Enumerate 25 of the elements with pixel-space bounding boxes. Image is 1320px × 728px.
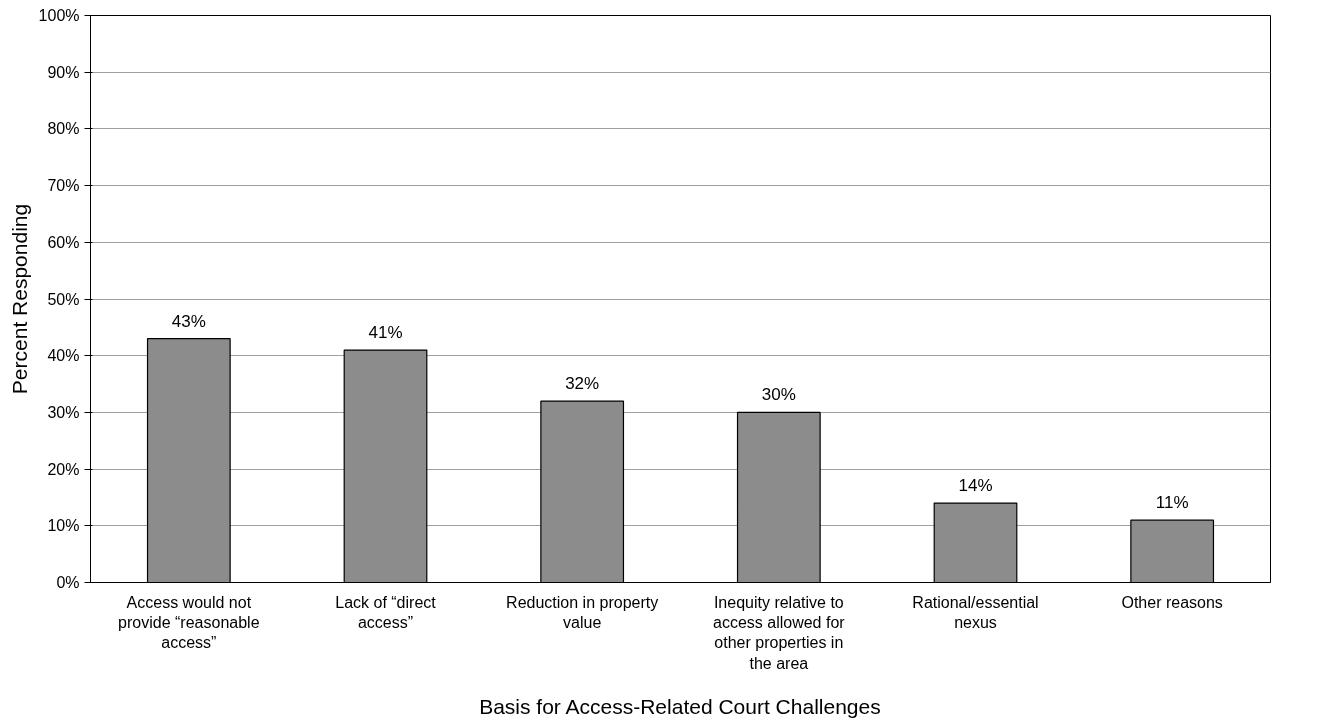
y-tick-label: 80% [47,120,80,138]
x-axis-title: Basis for Access-Related Court Challenges [479,694,881,718]
y-tick-label: 50% [47,290,80,308]
y-axis-title: Percent Responding [7,203,31,395]
x-tick-label: Rational/essential nexus [912,593,1039,631]
y-tick-label: 60% [47,233,80,251]
x-tick-label: Other reasons [1121,593,1223,611]
x-tick-label: Inequity relative to access allowed for other properties in the area [713,593,846,672]
y-tick-label: 30% [47,403,80,421]
x-tick-label: Lack of “direct access” [335,593,437,631]
data-label: 41% [368,323,403,343]
data-label: 11% [1155,493,1189,513]
y-tick-label: 70% [47,177,80,195]
data-label: 30% [761,385,796,405]
y-tick-label: 20% [47,460,80,478]
y-tick-label: 10% [47,517,80,535]
data-label: 32% [565,374,600,394]
x-tick-label: Reduction in property value [506,593,659,631]
y-tick-label: 0% [56,574,80,591]
y-tick-label: 90% [47,63,80,81]
data-label: 14% [958,476,993,496]
y-tick-label: 100% [38,7,80,24]
y-tick-label: 40% [47,347,80,365]
x-tick-label: Access would not provide “reasonable access” [118,593,260,652]
data-label: 43% [171,311,206,331]
